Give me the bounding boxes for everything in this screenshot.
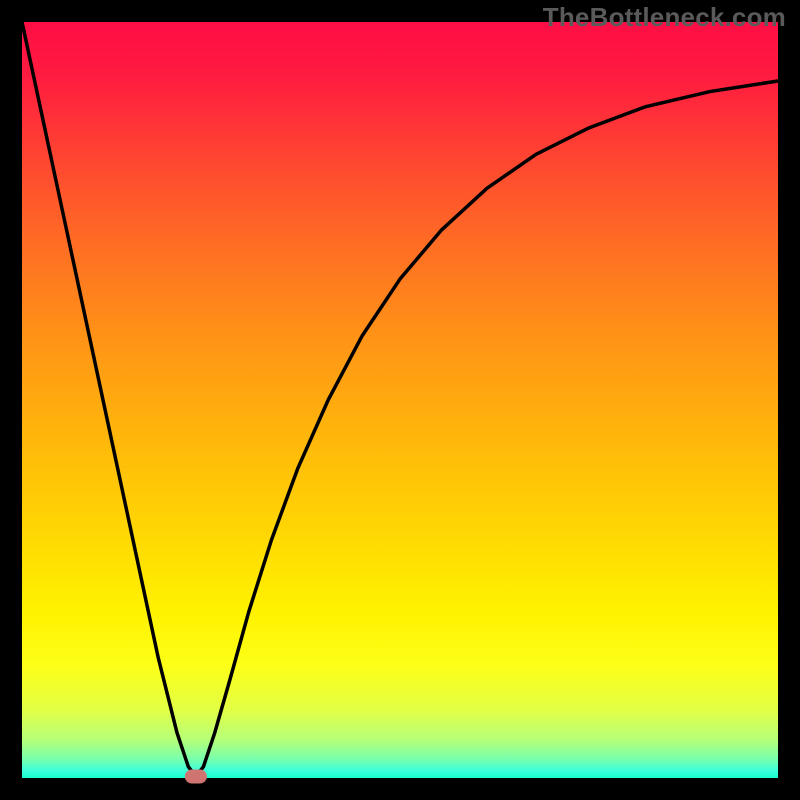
optimum-marker (185, 769, 207, 783)
chart-svg (0, 0, 800, 800)
watermark-label: TheBottleneck.com (543, 2, 786, 33)
plot-background (22, 22, 778, 778)
bottleneck-chart: TheBottleneck.com (0, 0, 800, 800)
